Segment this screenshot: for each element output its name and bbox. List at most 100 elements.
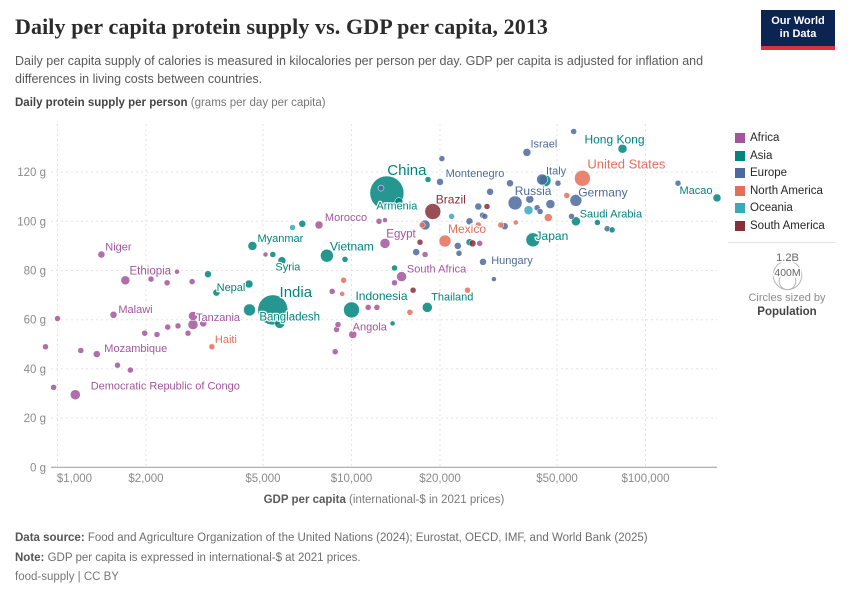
data-point[interactable] <box>373 304 381 311</box>
data-point[interactable] <box>436 178 444 186</box>
data-point[interactable] <box>418 221 426 229</box>
data-point[interactable] <box>127 366 134 374</box>
data-point[interactable] <box>568 213 575 220</box>
data-point[interactable] <box>339 291 345 297</box>
data-point[interactable] <box>340 277 347 284</box>
data-point[interactable] <box>328 288 336 295</box>
data-point[interactable] <box>184 329 192 337</box>
data-point[interactable] <box>375 218 383 225</box>
data-point[interactable] <box>274 318 285 329</box>
data-point[interactable] <box>486 188 494 196</box>
data-point[interactable] <box>364 304 372 311</box>
data-point[interactable] <box>277 256 287 265</box>
owid-logo[interactable]: Our World in Data <box>761 10 835 50</box>
data-point[interactable] <box>525 232 541 248</box>
data-point[interactable] <box>188 311 198 321</box>
data-point[interactable] <box>464 286 471 294</box>
data-point[interactable] <box>438 155 446 162</box>
data-point[interactable] <box>506 179 514 187</box>
data-point[interactable] <box>571 216 581 227</box>
footer-license-link[interactable]: food-supply | CC BY <box>15 571 119 583</box>
data-point[interactable] <box>269 251 277 258</box>
data-point[interactable] <box>563 192 571 199</box>
data-point[interactable] <box>554 179 562 187</box>
legend-item-asia[interactable]: Asia <box>735 150 825 162</box>
data-point[interactable] <box>406 309 414 316</box>
legend-item-south-america[interactable]: South America <box>735 220 825 232</box>
data-point[interactable] <box>391 264 398 272</box>
data-point[interactable] <box>348 330 358 339</box>
data-point[interactable] <box>594 219 601 226</box>
data-point[interactable] <box>507 195 523 211</box>
data-point[interactable] <box>545 199 556 209</box>
data-point[interactable] <box>574 170 591 187</box>
data-point[interactable] <box>377 184 385 192</box>
data-point[interactable] <box>212 288 221 297</box>
legend-item-africa[interactable]: Africa <box>735 132 825 144</box>
data-point[interactable] <box>114 361 121 369</box>
data-point[interactable] <box>608 226 616 234</box>
data-point[interactable] <box>522 148 532 157</box>
data-point[interactable] <box>174 268 180 275</box>
legend-item-north-america[interactable]: North America <box>735 185 825 197</box>
data-point[interactable] <box>455 250 463 257</box>
data-point[interactable] <box>569 194 583 207</box>
data-point[interactable] <box>465 217 474 226</box>
data-point[interactable] <box>389 320 396 327</box>
data-point[interactable] <box>204 270 212 278</box>
data-point[interactable] <box>674 179 682 187</box>
data-point[interactable] <box>544 213 553 222</box>
legend-item-oceania[interactable]: Oceania <box>735 202 825 214</box>
data-point[interactable] <box>153 331 161 338</box>
data-point[interactable] <box>394 197 404 206</box>
data-point[interactable] <box>147 275 155 283</box>
data-point[interactable] <box>468 239 477 248</box>
data-point[interactable] <box>109 311 118 319</box>
data-point[interactable] <box>391 279 398 287</box>
data-point[interactable] <box>416 238 424 246</box>
data-point[interactable] <box>341 256 349 263</box>
data-point[interactable] <box>422 302 433 313</box>
data-point[interactable] <box>421 251 429 258</box>
data-point[interactable] <box>536 208 544 215</box>
data-point[interactable] <box>536 173 548 186</box>
data-point[interactable] <box>617 143 628 154</box>
data-point[interactable] <box>298 220 307 228</box>
data-point[interactable] <box>243 303 256 317</box>
data-point[interactable] <box>424 176 432 183</box>
data-point[interactable] <box>208 343 216 351</box>
data-point[interactable] <box>379 238 391 249</box>
data-point[interactable] <box>257 294 289 326</box>
data-point[interactable] <box>396 271 407 282</box>
data-point[interactable] <box>70 389 81 400</box>
data-point[interactable] <box>424 203 442 220</box>
data-point[interactable] <box>54 315 61 322</box>
data-point[interactable] <box>476 240 483 247</box>
data-point[interactable] <box>42 343 49 351</box>
data-point[interactable] <box>120 275 131 286</box>
data-point[interactable] <box>448 213 455 220</box>
data-point[interactable] <box>247 241 258 251</box>
data-point[interactable] <box>438 234 452 248</box>
data-point[interactable] <box>454 242 462 250</box>
legend-item-europe[interactable]: Europe <box>735 167 825 179</box>
data-point[interactable] <box>491 276 497 282</box>
data-point[interactable] <box>513 219 519 226</box>
data-point[interactable] <box>188 278 196 285</box>
data-point[interactable] <box>382 217 388 223</box>
data-point[interactable] <box>141 329 148 337</box>
data-point[interactable] <box>475 221 482 229</box>
data-point[interactable] <box>570 128 577 135</box>
data-point[interactable] <box>163 279 171 287</box>
data-point[interactable] <box>93 350 101 358</box>
data-point[interactable] <box>289 224 296 231</box>
data-point[interactable] <box>474 202 483 211</box>
data-point[interactable] <box>412 248 420 256</box>
data-point[interactable] <box>262 251 269 258</box>
data-point[interactable] <box>174 322 182 330</box>
data-point[interactable] <box>483 203 491 210</box>
data-point[interactable] <box>314 220 324 230</box>
data-point[interactable] <box>50 384 57 391</box>
data-point[interactable] <box>712 193 722 203</box>
data-point[interactable] <box>479 258 487 266</box>
